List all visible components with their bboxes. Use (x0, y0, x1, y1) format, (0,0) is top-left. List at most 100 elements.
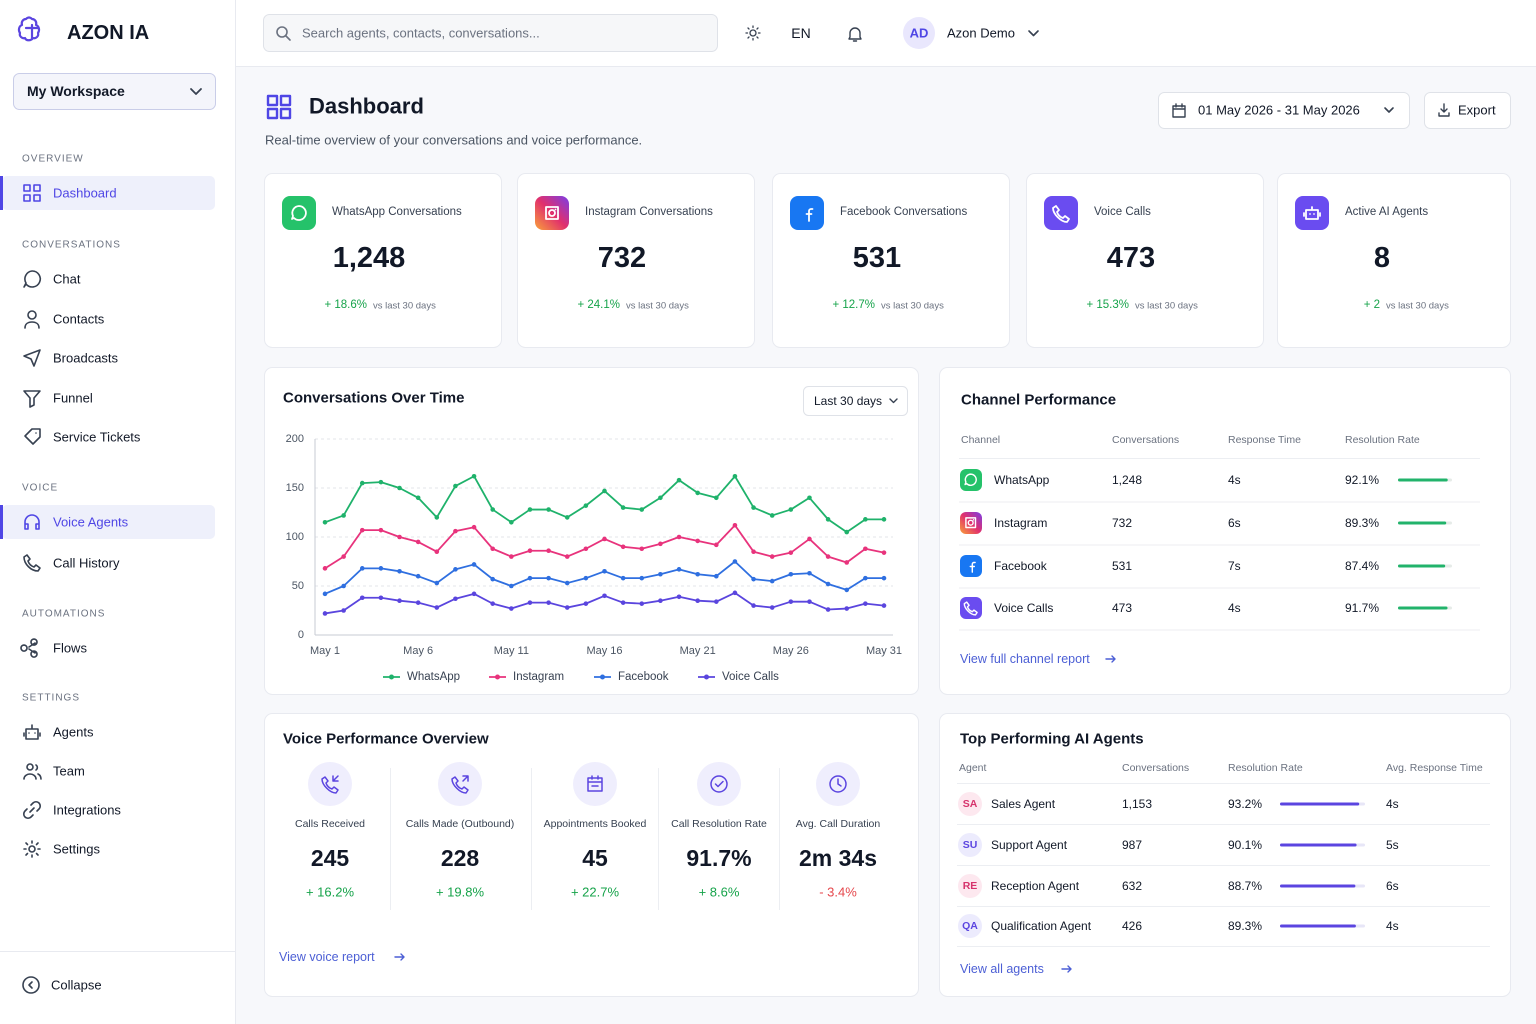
data-point (453, 528, 458, 534)
legend-dot (704, 674, 709, 680)
data-point (397, 598, 402, 603)
y-tick-label: 200 (286, 433, 304, 445)
data-point (583, 503, 589, 508)
metric-value: 245 (311, 845, 350, 871)
data-point (527, 575, 533, 581)
agent-response-time: 4s (1386, 919, 1399, 933)
nav-item[interactable]: Voice Agents (53, 515, 129, 530)
channel-rate: 91.7% (1345, 601, 1379, 615)
data-point (397, 485, 402, 491)
data-point (639, 601, 645, 606)
column-header: Channel (961, 434, 1000, 446)
icon (394, 953, 405, 961)
nav-item-active[interactable] (2, 176, 215, 210)
data-point (490, 507, 496, 512)
nav-item[interactable]: Dashboard (53, 186, 117, 201)
legend-label: Facebook (618, 671, 669, 683)
panel-title: Top Performing AI Agents (960, 731, 1144, 748)
export-button[interactable] (1424, 92, 1511, 129)
stat-value: 8 (1374, 242, 1390, 274)
date-range-picker[interactable] (1158, 92, 1410, 129)
metric-icon-bg (308, 762, 352, 806)
nav-item[interactable]: Integrations (53, 803, 121, 818)
user-name[interactable]: Azon Demo (947, 26, 1015, 41)
x-tick-label: May 31 (866, 645, 902, 657)
data-point (490, 546, 496, 552)
agent-conversations: 426 (1122, 919, 1142, 933)
x-tick-label: May 21 (680, 645, 716, 657)
nav-item[interactable]: Service Tickets (53, 430, 141, 445)
metric-icon-bg (697, 762, 741, 806)
column-header: Resolution Rate (1345, 434, 1420, 446)
nav-item[interactable]: Settings (53, 842, 100, 857)
agents-link[interactable]: View all agents (960, 962, 1044, 976)
data-point (359, 527, 365, 533)
y-tick-label: 50 (292, 580, 304, 592)
data-point (359, 566, 365, 571)
data-point (434, 515, 440, 520)
search-box[interactable] (263, 14, 718, 52)
data-point (564, 515, 570, 520)
data-point (844, 529, 850, 535)
icon (20, 638, 38, 658)
nav-active-indicator (0, 176, 3, 210)
x-tick-label: May 26 (773, 645, 809, 657)
channel-icon (960, 469, 982, 491)
data-point (844, 587, 850, 593)
nav-item[interactable]: Chat (53, 272, 81, 287)
nav-item[interactable]: Call History (53, 556, 120, 571)
icon (23, 390, 41, 408)
legend-dot (495, 674, 500, 680)
data-point (825, 581, 831, 587)
data-point (825, 607, 831, 612)
metric-change: + 8.6% (699, 885, 740, 900)
data-point (788, 571, 794, 577)
nav-item[interactable]: Broadcasts (53, 351, 119, 366)
nav-item[interactable]: Team (53, 764, 85, 779)
nav-item[interactable]: Contacts (53, 312, 105, 327)
channel-name: WhatsApp (994, 473, 1050, 487)
legend-dot (389, 674, 394, 680)
nav-item[interactable]: Agents (53, 725, 94, 740)
data-point (471, 473, 477, 479)
stat-value: 531 (853, 242, 901, 274)
metric-change: + 22.7% (571, 885, 620, 900)
chart-filter[interactable] (803, 386, 908, 416)
data-point (732, 473, 738, 479)
data-point (490, 576, 496, 582)
data-point (863, 575, 868, 581)
nav-item[interactable]: Funnel (53, 391, 93, 406)
icon (829, 775, 847, 793)
icon (710, 775, 728, 793)
collapse-button[interactable]: Collapse (51, 978, 102, 993)
stat-value: 473 (1107, 242, 1155, 274)
agent-badge (958, 914, 982, 938)
data-point (378, 595, 384, 601)
icon (23, 724, 41, 740)
icon (969, 561, 976, 573)
data-point (453, 483, 458, 489)
nav-item[interactable]: Flows (53, 641, 87, 656)
data-point (807, 570, 812, 576)
data-point (863, 517, 868, 522)
agent-initials: QA (962, 920, 978, 932)
workspace-select[interactable] (13, 73, 216, 110)
icon (23, 349, 41, 367)
data-point (620, 600, 626, 605)
channel-report-link[interactable]: View full channel report (960, 652, 1090, 666)
data-point (602, 488, 607, 494)
language-toggle[interactable]: EN (791, 25, 810, 41)
data-point (639, 546, 645, 552)
stat-change: + 24.1% (577, 299, 620, 311)
stat-note: vs last 30 days (626, 301, 689, 312)
data-point (881, 517, 887, 522)
nav-item-active[interactable] (2, 505, 215, 539)
agent-name: Reception Agent (991, 879, 1080, 893)
data-point (695, 571, 700, 577)
data-point (676, 477, 682, 483)
voice-report-link[interactable]: View voice report (279, 950, 375, 964)
metric-value: 228 (441, 845, 480, 871)
stat-card (772, 173, 1010, 348)
agent-name: Sales Agent (991, 797, 1056, 811)
data-point (714, 495, 719, 501)
